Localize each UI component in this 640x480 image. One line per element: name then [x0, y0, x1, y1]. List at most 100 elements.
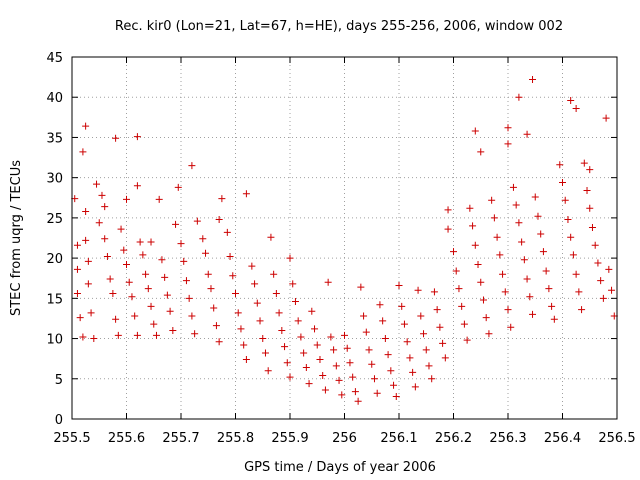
data-point	[430, 288, 438, 296]
x-tick-labels: 255.5 255.6 255.7 255.8 255.9 256 256.1 256.2 25…	[53, 431, 635, 446]
data-point	[109, 290, 117, 298]
data-point	[237, 325, 245, 333]
data-point	[335, 376, 343, 384]
data-point	[267, 233, 275, 241]
data-point	[313, 341, 321, 349]
data-point	[392, 392, 400, 400]
data-point	[376, 301, 384, 309]
data-point	[523, 130, 531, 138]
data-point	[406, 354, 414, 362]
data-point	[390, 381, 398, 389]
data-point	[466, 204, 474, 212]
data-point	[191, 330, 199, 338]
data-point	[490, 214, 498, 222]
data-point	[452, 267, 460, 275]
data-point	[463, 336, 471, 344]
data-point	[106, 275, 114, 283]
data-point	[425, 362, 433, 370]
data-point	[321, 386, 329, 394]
data-point	[204, 270, 212, 278]
data-point	[123, 261, 130, 269]
data-point	[297, 333, 305, 341]
y-tick-label: 10	[46, 333, 63, 348]
data-point	[218, 195, 226, 203]
x-tick-label: 256.3	[489, 431, 526, 446]
data-point	[93, 180, 101, 188]
data-point	[133, 182, 141, 190]
y-tick-label: 0	[55, 413, 63, 428]
data-point	[163, 291, 171, 299]
data-points	[71, 76, 618, 405]
data-point	[73, 241, 81, 249]
data-point	[82, 122, 90, 130]
data-point	[95, 219, 103, 227]
data-point	[605, 265, 613, 273]
data-point	[226, 253, 234, 261]
y-tick-label: 15	[46, 292, 63, 307]
data-point	[103, 253, 111, 261]
data-point	[441, 354, 449, 362]
data-point	[384, 351, 392, 359]
data-point	[433, 306, 441, 314]
y-tick-label: 30	[46, 172, 63, 187]
data-point	[346, 359, 354, 367]
data-point	[264, 367, 272, 375]
data-point	[373, 389, 381, 397]
data-point	[504, 306, 512, 314]
data-point	[567, 96, 575, 104]
data-point	[360, 312, 368, 320]
data-point	[526, 293, 534, 301]
data-point	[482, 314, 490, 322]
data-point	[575, 288, 583, 296]
data-point	[215, 338, 223, 346]
data-point	[580, 159, 588, 167]
data-point	[564, 215, 572, 223]
x-tick-label: 256	[332, 431, 357, 446]
data-point	[471, 241, 479, 249]
x-tick-label: 255.5	[53, 431, 90, 446]
data-point	[142, 270, 150, 278]
data-point	[357, 283, 365, 291]
data-point	[82, 236, 90, 244]
data-point	[512, 201, 520, 209]
data-point	[120, 246, 128, 254]
data-point	[343, 344, 351, 352]
data-point	[529, 310, 537, 318]
data-point	[79, 333, 87, 341]
data-point	[523, 275, 531, 283]
data-point	[398, 302, 406, 310]
chart-title: Rec. kir0 (Lon=21, Lat=67, h=HE), days 2…	[115, 19, 563, 34]
data-point	[114, 331, 122, 339]
data-point	[520, 256, 528, 264]
data-point	[136, 238, 144, 246]
y-tick-label: 45	[46, 51, 63, 66]
data-point	[278, 327, 286, 335]
data-point	[272, 290, 280, 298]
data-point	[240, 341, 248, 349]
data-point	[444, 225, 452, 233]
data-point	[305, 380, 313, 388]
data-point	[556, 161, 564, 169]
data-point	[583, 187, 591, 195]
data-point	[319, 372, 327, 380]
data-point	[174, 183, 182, 191]
data-point	[488, 196, 496, 204]
data-point	[87, 309, 95, 317]
data-point	[166, 307, 174, 315]
data-point	[569, 251, 577, 259]
data-point	[586, 204, 594, 212]
data-point	[291, 298, 299, 306]
data-point	[400, 320, 408, 328]
data-point	[474, 261, 482, 269]
y-tick-label: 20	[46, 252, 63, 267]
data-point	[351, 388, 359, 396]
data-point	[362, 328, 370, 336]
data-point	[608, 286, 616, 294]
data-point	[529, 76, 537, 84]
x-tick-label: 255.6	[108, 431, 145, 446]
data-point	[256, 317, 264, 325]
data-point	[439, 339, 447, 347]
x-tick-label: 256.5	[598, 431, 635, 446]
data-point	[599, 294, 607, 302]
